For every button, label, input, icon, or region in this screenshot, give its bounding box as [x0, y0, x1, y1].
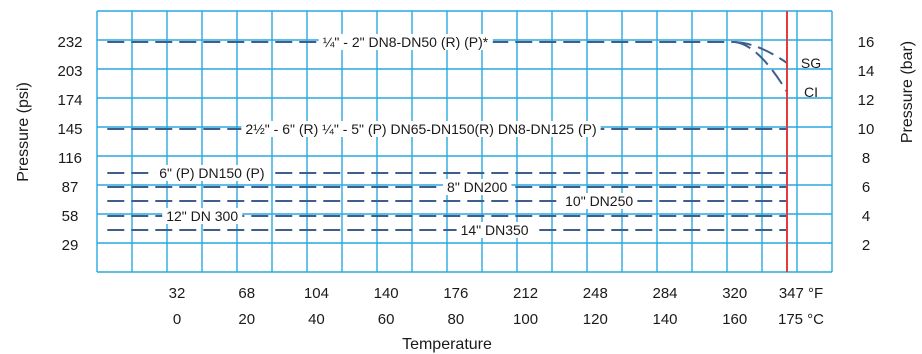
- series-label-bg-8: [456, 222, 533, 238]
- x-tick-c: 140: [652, 311, 677, 328]
- series-label-ci: CI: [804, 84, 818, 100]
- x-tick-c: 80: [448, 311, 465, 328]
- y-tick-left: 116: [58, 150, 82, 167]
- x-tick-f: 176: [443, 285, 468, 302]
- y-axis-title-right: Pressure (bar): [899, 41, 916, 143]
- y-tick-left: 58: [62, 208, 79, 225]
- y-axis-title-left: Pressure (psi): [15, 82, 32, 182]
- series-label-bg-4: [155, 165, 269, 181]
- series-label-0: ¼" - 2" DN8-DN50 (R) (P)*: [323, 34, 489, 50]
- series-label-8: 14" DN350: [461, 222, 529, 238]
- x-tick-f: 104: [304, 285, 329, 302]
- series-label-4: 6" (P) DN150 (P): [159, 165, 264, 181]
- grid: [96, 10, 833, 273]
- x-tick-f: 68: [238, 285, 255, 302]
- series-line-1: [734, 41, 788, 64]
- x-tick-f: 248: [583, 285, 608, 302]
- tick-labels: 32 68 104 140 176 212 248 284 320 347 °F0 20 40 60 80…: [57, 34, 874, 328]
- x-tick-c: 175 °C: [778, 311, 824, 328]
- y-tick-right: 4: [862, 208, 870, 225]
- x-tick-c: 60: [378, 311, 395, 328]
- x-tick-f: 347 °F: [779, 285, 823, 302]
- y-tick-left: 174: [57, 92, 82, 109]
- series-label-5: 8" DN200: [447, 179, 507, 195]
- series-label-3: 2½" - 6" (R) ¼" - 5" (P) DN65-DN150(R) D…: [245, 121, 596, 137]
- x-tick-f: 140: [374, 285, 399, 302]
- series-label-sg: SG: [801, 55, 821, 71]
- x-tick-c: 120: [583, 311, 608, 328]
- series-label-bg-5: [443, 179, 512, 195]
- series-label-bg-0: [318, 34, 493, 50]
- y-tick-right: 16: [858, 34, 875, 51]
- y-tick-right: 10: [858, 121, 875, 138]
- y-tick-right: 8: [862, 150, 870, 167]
- y-tick-left: 29: [62, 237, 79, 254]
- x-tick-c: 20: [238, 311, 255, 328]
- x-tick-f: 320: [722, 285, 747, 302]
- series-label-bg-3: [241, 121, 601, 137]
- y-tick-right: 6: [862, 179, 870, 196]
- x-tick-f: 284: [652, 285, 677, 302]
- x-tick-c: 40: [308, 311, 325, 328]
- y-tick-left: 145: [57, 121, 82, 138]
- series-label-bg-7: [162, 208, 243, 224]
- y-tick-right: 12: [858, 92, 875, 109]
- x-tick-c: 0: [173, 311, 181, 328]
- series-label-6: 10" DN250: [565, 193, 633, 209]
- x-tick-c: 100: [513, 311, 538, 328]
- y-tick-right: 14: [858, 63, 875, 80]
- series-labels: ¼" - 2" DN8-DN50 (R) (P)* SG CI 2½" - 6" (R…: [155, 34, 821, 238]
- x-tick-f: 212: [513, 285, 538, 302]
- y-tick-left: 87: [62, 179, 79, 196]
- x-tick-c: 160: [722, 311, 747, 328]
- series-label-7: 12" DN 300: [166, 208, 238, 224]
- y-tick-right: 2: [862, 237, 870, 254]
- y-tick-left: 203: [57, 63, 82, 80]
- y-tick-left: 232: [57, 34, 82, 51]
- x-tick-f: 32: [169, 285, 186, 302]
- series-line-2: [734, 41, 788, 93]
- x-axis-title: Temperature: [402, 336, 492, 353]
- series-label-bg-6: [561, 193, 638, 209]
